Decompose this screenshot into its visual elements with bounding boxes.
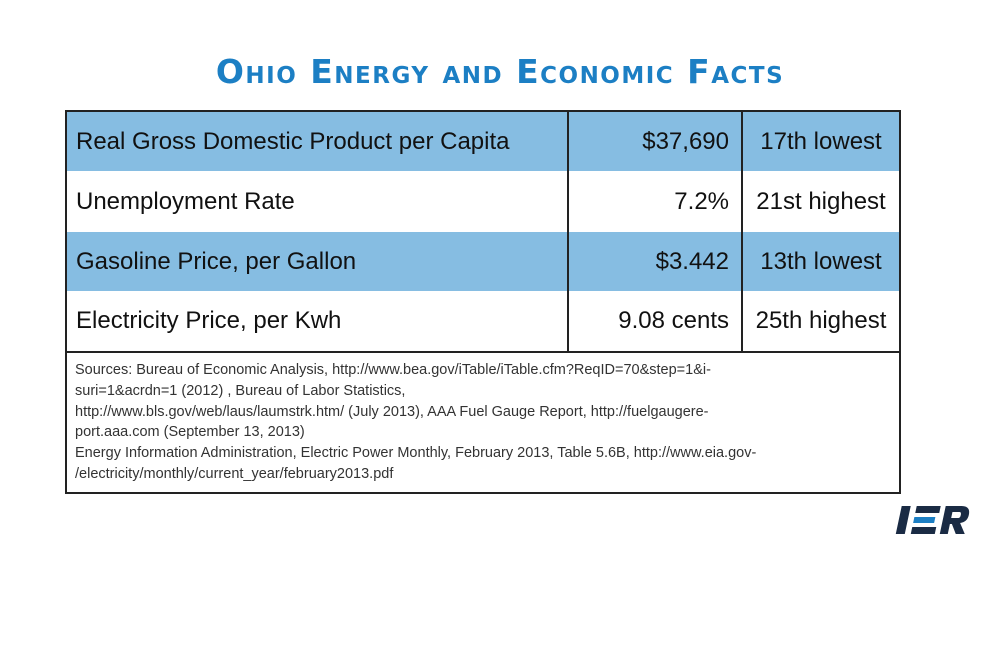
- sources-line: suri=1&acrdn=1 (2012) , Bureau of Labor …: [75, 382, 406, 399]
- row-rank: 25th highest: [755, 307, 887, 334]
- sources-line: Sources: Bureau of Economic Analysis, ht…: [75, 362, 711, 378]
- table-row-unemployment: Unemployment Rate 7.2% 21st highest: [67, 171, 899, 232]
- table-row-electricity: Electricity Price, per Kwh 9.08 cents 25…: [67, 291, 899, 351]
- row-value: $3.442: [569, 232, 743, 291]
- row-value: 9.08 cents: [569, 291, 743, 351]
- table-divider: [67, 351, 899, 353]
- sources-line: /electricity/monthly/current_year/februa…: [75, 465, 394, 482]
- page-title: Ohio Energy and Economic Facts: [215, 52, 785, 91]
- ier-logo: [895, 506, 970, 534]
- sources-line: port.aaa.com (September 13, 2013): [75, 424, 305, 441]
- row-label: Real Gross Domestic Product per Capita: [67, 112, 569, 171]
- row-label: Gasoline Price, per Gallon: [67, 232, 569, 291]
- row-value: $37,690: [569, 112, 743, 171]
- row-value: 7.2%: [569, 171, 743, 232]
- table-row-gdp: Real Gross Domestic Product per Capita $…: [67, 112, 899, 171]
- row-rank: 17th lowest: [760, 127, 882, 155]
- row-label: Unemployment Rate: [67, 171, 569, 232]
- sources-note: Sources: Bureau of Economic Analysis, ht…: [75, 360, 885, 485]
- row-rank: 13th lowest: [760, 247, 882, 275]
- table-row-gasoline: Gasoline Price, per Gallon $3.442 13th l…: [67, 232, 899, 291]
- sources-line: Energy Information Administration, Elect…: [75, 445, 757, 462]
- row-rank: 21st highest: [756, 187, 886, 215]
- sources-line: http://www.bls.gov/web/laus/laumstrk.htm…: [75, 403, 709, 420]
- facts-table: Real Gross Domestic Product per Capita $…: [65, 110, 901, 494]
- row-label: Electricity Price, per Kwh: [67, 291, 569, 351]
